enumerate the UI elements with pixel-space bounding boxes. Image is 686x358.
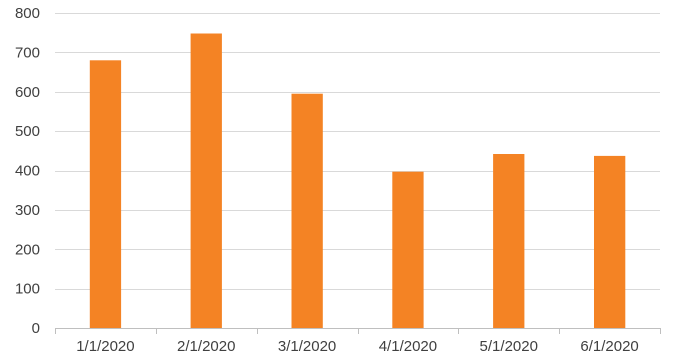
x-tick-label: 1/1/2020 bbox=[76, 338, 134, 355]
y-tick-label: 400 bbox=[15, 163, 40, 180]
bar-4-1-2020 bbox=[392, 171, 424, 328]
x-tick-label: 5/1/2020 bbox=[480, 338, 538, 355]
y-tick-label: 800 bbox=[15, 5, 40, 22]
y-tick-label: 500 bbox=[15, 123, 40, 140]
y-tick-label: 0 bbox=[32, 320, 40, 337]
x-tick-label: 6/1/2020 bbox=[580, 338, 638, 355]
y-axis-tick-labels: 0 100 200 300 400 500 600 700 800 bbox=[15, 5, 40, 337]
x-tick-label: 4/1/2020 bbox=[379, 338, 437, 355]
y-tick-label: 300 bbox=[15, 202, 40, 219]
bars bbox=[89, 33, 626, 329]
x-axis-tick-labels: 1/1/2020 2/1/2020 3/1/2020 4/1/2020 5/1/2020… bbox=[76, 338, 639, 355]
bar-2-1-2020 bbox=[190, 33, 222, 328]
gridlines bbox=[55, 13, 660, 290]
y-tick-label: 200 bbox=[15, 241, 40, 258]
y-tick-label: 700 bbox=[15, 44, 40, 61]
y-tick-label: 600 bbox=[15, 84, 40, 101]
bar-1-1-2020 bbox=[89, 60, 122, 329]
x-axis bbox=[55, 328, 661, 334]
y-tick-label: 100 bbox=[15, 281, 40, 298]
bar-6-1-2020 bbox=[594, 155, 626, 328]
x-tick-label: 3/1/2020 bbox=[278, 338, 336, 355]
bar-5-1-2020 bbox=[493, 154, 525, 328]
x-tick-label: 2/1/2020 bbox=[177, 338, 235, 355]
bar-3-1-2020 bbox=[291, 93, 323, 328]
